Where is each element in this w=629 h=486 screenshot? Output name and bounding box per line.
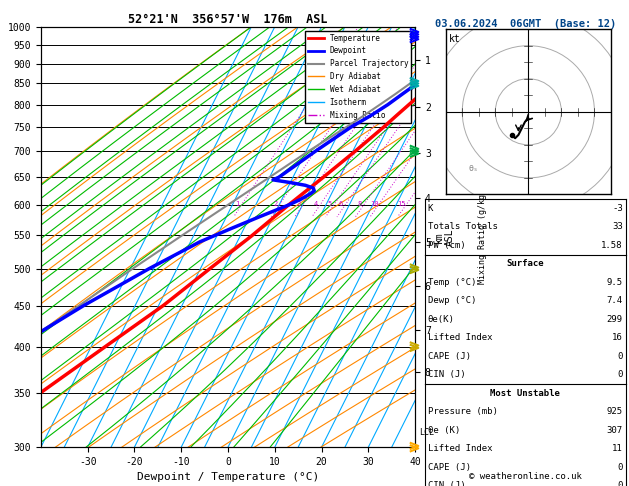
Text: 11: 11 <box>612 444 623 453</box>
Text: 8: 8 <box>357 201 362 207</box>
Text: 4: 4 <box>314 201 318 207</box>
Text: CAPE (J): CAPE (J) <box>428 463 470 471</box>
Y-axis label: hPa: hPa <box>0 227 2 247</box>
Text: Surface: Surface <box>506 260 544 268</box>
Legend: Temperature, Dewpoint, Parcel Trajectory, Dry Adiabat, Wet Adiabat, Isotherm, Mi: Temperature, Dewpoint, Parcel Trajectory… <box>305 31 411 122</box>
Text: θe (K): θe (K) <box>428 426 460 434</box>
Text: CIN (J): CIN (J) <box>428 481 465 486</box>
Y-axis label: km
ASL: km ASL <box>433 228 455 246</box>
Text: 307: 307 <box>606 426 623 434</box>
Text: 925: 925 <box>606 407 623 416</box>
Text: θe(K): θe(K) <box>428 315 455 324</box>
Text: 1: 1 <box>235 201 240 207</box>
Text: 5: 5 <box>328 201 331 207</box>
Text: Lifted Index: Lifted Index <box>428 333 493 342</box>
Text: LCL: LCL <box>419 428 434 437</box>
Text: CIN (J): CIN (J) <box>428 370 465 379</box>
Text: 0: 0 <box>617 370 623 379</box>
Text: 9.5: 9.5 <box>606 278 623 287</box>
Text: 7.4: 7.4 <box>606 296 623 305</box>
Text: kt: kt <box>449 34 461 44</box>
Text: 0: 0 <box>617 463 623 471</box>
Text: Totals Totals: Totals Totals <box>428 223 498 231</box>
Text: 0: 0 <box>617 481 623 486</box>
Text: 03.06.2024  06GMT  (Base: 12): 03.06.2024 06GMT (Base: 12) <box>435 19 616 30</box>
Text: 16: 16 <box>612 333 623 342</box>
Text: Temp (°C): Temp (°C) <box>428 278 476 287</box>
Text: Mixing Ratio (g/kg): Mixing Ratio (g/kg) <box>478 190 487 284</box>
Text: K: K <box>428 204 433 213</box>
Text: 3: 3 <box>297 201 301 207</box>
X-axis label: Dewpoint / Temperature (°C): Dewpoint / Temperature (°C) <box>137 472 319 483</box>
Text: Most Unstable: Most Unstable <box>490 389 560 398</box>
Text: 6: 6 <box>339 201 343 207</box>
Text: θₛ: θₛ <box>469 164 479 174</box>
Text: Lifted Index: Lifted Index <box>428 444 493 453</box>
Text: 1.58: 1.58 <box>601 241 623 250</box>
Text: PW (cm): PW (cm) <box>428 241 465 250</box>
Text: -3: -3 <box>612 204 623 213</box>
Text: 10: 10 <box>370 201 379 207</box>
Text: CAPE (J): CAPE (J) <box>428 352 470 361</box>
Text: 33: 33 <box>612 223 623 231</box>
Text: 2: 2 <box>273 201 277 207</box>
Text: Pressure (mb): Pressure (mb) <box>428 407 498 416</box>
Text: Dewp (°C): Dewp (°C) <box>428 296 476 305</box>
Text: © weatheronline.co.uk: © weatheronline.co.uk <box>469 472 582 481</box>
Text: 15: 15 <box>398 201 406 207</box>
Text: 299: 299 <box>606 315 623 324</box>
Text: 0: 0 <box>617 352 623 361</box>
Title: 52°21'N  356°57'W  176m  ASL: 52°21'N 356°57'W 176m ASL <box>128 13 328 26</box>
